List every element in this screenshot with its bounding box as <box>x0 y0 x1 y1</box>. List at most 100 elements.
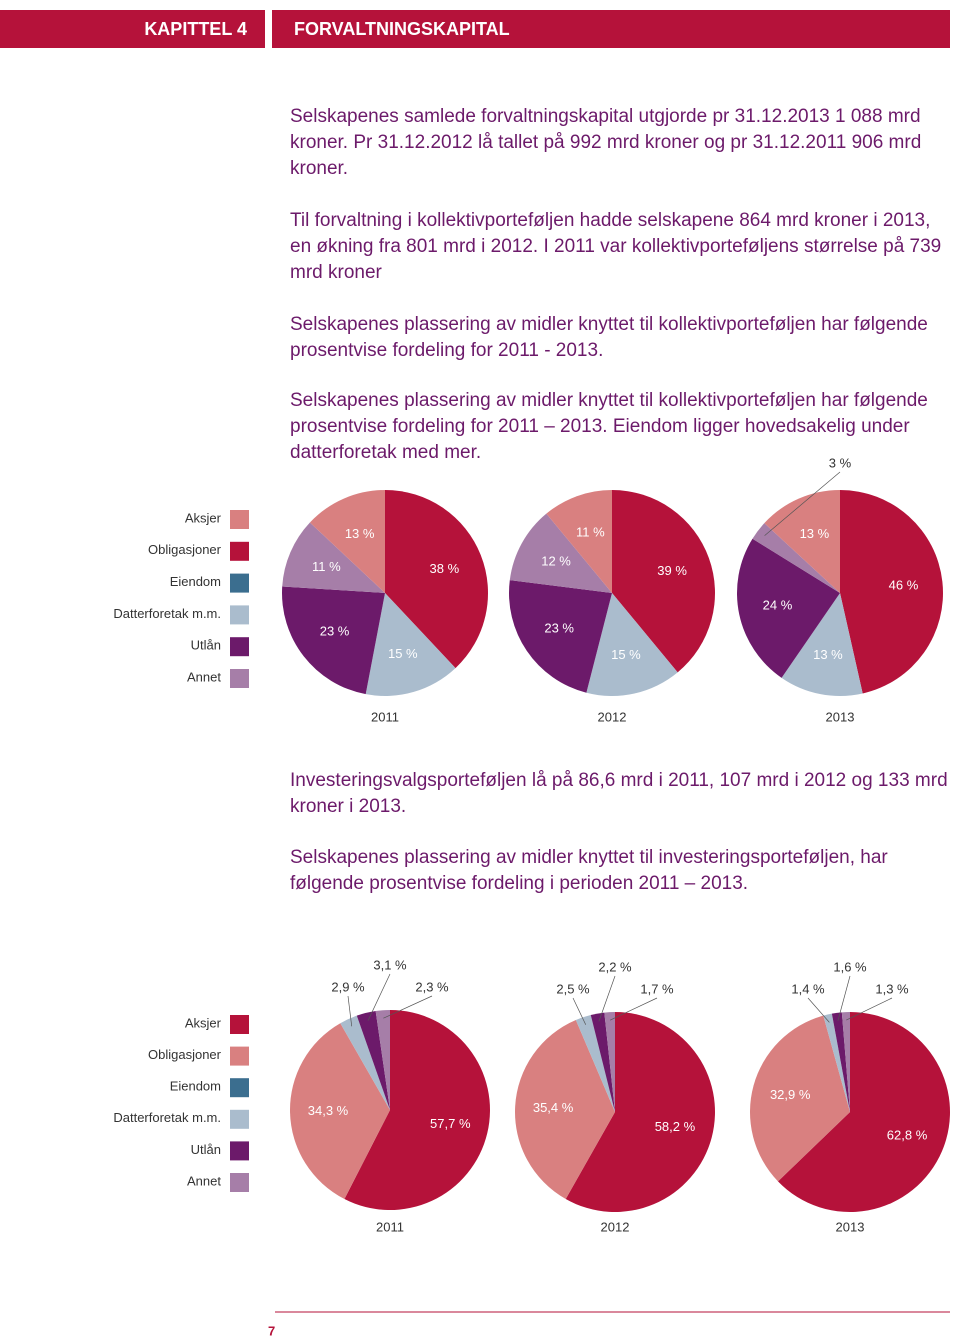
leader-line <box>383 995 433 1019</box>
value-label: 2,3 % <box>415 979 449 994</box>
value-label: 24 % <box>763 598 793 613</box>
paragraph: Selskapenes samlede forvaltningskapital … <box>290 106 922 179</box>
legend-label: Obligasjoner <box>148 1047 222 1062</box>
year-label: 2012 <box>598 709 627 724</box>
legend-label: Datterforetak m.m. <box>113 606 221 621</box>
value-label: 2,2 % <box>598 959 632 974</box>
leader-line <box>764 471 841 536</box>
legend-label: Annet <box>187 669 221 684</box>
pie-slice <box>385 490 488 669</box>
legend-label: Utlån <box>191 1142 221 1157</box>
value-label: 3 % <box>829 455 852 470</box>
pie-slice <box>604 1012 615 1112</box>
legend-label: Annet <box>187 1173 221 1188</box>
pie-slice <box>750 1015 850 1182</box>
leader-line <box>367 973 391 1021</box>
legend-label: Eiendom <box>170 574 221 589</box>
paragraph: Til forvaltning i kollektivporteføljen h… <box>290 210 942 283</box>
pie-slice <box>375 1010 390 1110</box>
year-label: 2011 <box>371 709 399 724</box>
value-label: 11 % <box>312 559 341 574</box>
leader-line <box>837 975 851 1021</box>
pie-slice <box>509 580 612 693</box>
pie-slice <box>289 1023 390 1200</box>
legend-label: Datterforetak m.m. <box>113 1110 221 1125</box>
legend-swatch <box>230 541 249 561</box>
legend-swatch <box>230 1015 249 1034</box>
value-label: 38 % <box>430 561 460 576</box>
pie-slice <box>781 593 863 696</box>
leader-line <box>598 975 616 1022</box>
legend-label: Obligasjoner <box>148 542 222 557</box>
legend-swatch <box>230 573 249 593</box>
pie-slice <box>575 1014 615 1112</box>
pie-slice <box>737 538 840 678</box>
pie-slice <box>356 1011 390 1110</box>
pie-slice <box>565 1012 715 1212</box>
value-label: 2,9 % <box>331 979 365 994</box>
value-label: 2,5 % <box>556 981 590 996</box>
value-label: 1,4 % <box>791 981 825 996</box>
pie-slice <box>509 513 612 593</box>
value-label: 57,7 % <box>430 1116 471 1131</box>
pie-slice <box>840 490 943 694</box>
legend-swatch <box>230 1046 249 1066</box>
leader-line <box>609 997 658 1021</box>
legend-swatch <box>230 637 249 657</box>
legend-swatch <box>230 1109 249 1129</box>
leader-line <box>572 997 587 1025</box>
year-label: 2013 <box>836 1219 865 1234</box>
value-label: 12 % <box>541 554 571 569</box>
pie-slice <box>340 1015 390 1110</box>
legend-label: Aksjer <box>185 510 222 525</box>
pie-slice <box>764 490 840 593</box>
pie-slice <box>586 593 678 696</box>
value-label: 32,9 % <box>770 1087 811 1102</box>
value-label: 34,3 % <box>308 1103 349 1118</box>
header-chapter: KAPITTEL 4 <box>0 10 265 48</box>
legend-swatch <box>230 1078 249 1098</box>
legend-label: Aksjer <box>185 1015 222 1030</box>
pie-slice <box>777 1012 951 1212</box>
paragraph: Selskapenes plassering av midler knyttet… <box>290 314 928 361</box>
pie-slice <box>365 593 456 696</box>
value-label: 13 % <box>345 526 375 541</box>
value-label: 39 % <box>657 563 687 578</box>
value-label: 1,7 % <box>640 981 674 996</box>
pie-slice <box>309 490 385 593</box>
value-label: 11 % <box>576 524 605 539</box>
page-number: 7 <box>268 1323 275 1338</box>
pie-slice <box>344 1010 490 1210</box>
chapter-text: KAPITTEL 4 <box>144 19 247 39</box>
pie-slice <box>823 1013 850 1112</box>
pie-slice <box>612 490 715 673</box>
year-label: 2012 <box>601 1219 630 1234</box>
leader-line <box>347 995 353 1027</box>
value-label: 3,1 % <box>373 957 407 972</box>
value-label: 15 % <box>611 647 641 662</box>
pie-slice <box>590 1012 615 1112</box>
leader-line <box>846 997 893 1021</box>
value-label: 62,8 % <box>887 1128 928 1143</box>
leader-line <box>807 997 830 1023</box>
pie-slice <box>282 522 385 593</box>
value-label: 23 % <box>320 624 350 639</box>
legend-swatch <box>230 510 249 529</box>
paragraph: Selskapenes plassering av midler knyttet… <box>290 847 888 894</box>
pie-slice <box>831 1012 850 1112</box>
pie-slice <box>515 1019 615 1200</box>
value-label: 13 % <box>800 526 830 541</box>
legend-swatch <box>230 669 249 688</box>
legend-swatch <box>230 605 249 625</box>
pie-slice <box>752 523 840 593</box>
value-label: 23 % <box>544 620 574 635</box>
value-label: 1,6 % <box>833 959 867 974</box>
pie-slice <box>546 490 612 593</box>
paragraph: Investeringsvalgsporteføljen lå på 86,6 … <box>290 770 948 817</box>
pie-slice <box>841 1012 850 1112</box>
header-title: FORVALTNINGSKAPITAL <box>272 10 950 48</box>
value-label: 15 % <box>388 646 418 661</box>
value-label: 58,2 % <box>655 1119 696 1134</box>
